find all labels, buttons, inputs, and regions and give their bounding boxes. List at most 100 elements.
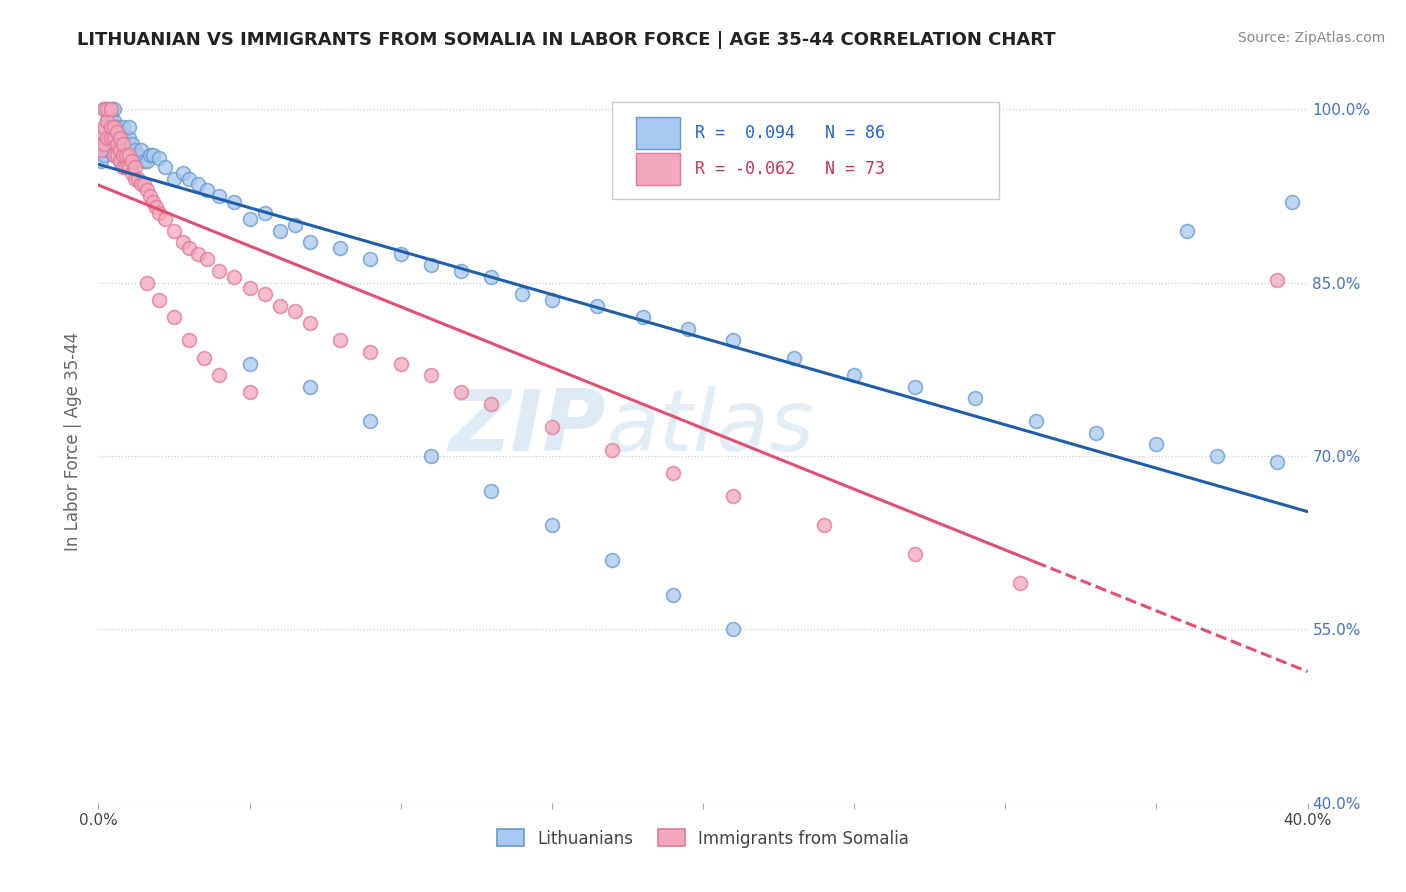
Point xyxy=(96,102,118,116)
Point xyxy=(844,368,866,382)
Point xyxy=(96,143,118,157)
Point xyxy=(96,113,118,128)
Point xyxy=(93,136,115,151)
Point xyxy=(105,131,128,145)
Point xyxy=(111,160,134,174)
Point xyxy=(224,269,246,284)
Point xyxy=(135,276,157,290)
Point xyxy=(111,120,134,134)
Point xyxy=(111,148,134,162)
Point xyxy=(100,108,122,122)
Point xyxy=(481,269,503,284)
Point xyxy=(139,189,162,203)
Point xyxy=(100,120,122,134)
Point xyxy=(129,143,152,157)
Point xyxy=(108,154,131,169)
Point xyxy=(121,136,143,151)
Point xyxy=(269,223,291,237)
Point xyxy=(93,125,115,139)
Point xyxy=(103,102,125,116)
Point xyxy=(103,113,125,128)
Point xyxy=(108,154,131,169)
Point xyxy=(114,148,136,162)
Point xyxy=(904,547,927,561)
Point xyxy=(96,131,118,145)
Point xyxy=(163,171,186,186)
Point xyxy=(108,136,131,151)
Text: LITHUANIAN VS IMMIGRANTS FROM SOMALIA IN LABOR FORCE | AGE 35-44 CORRELATION CHA: LITHUANIAN VS IMMIGRANTS FROM SOMALIA IN… xyxy=(77,31,1056,49)
Point xyxy=(132,178,155,192)
Point xyxy=(239,281,262,295)
Point xyxy=(187,246,209,260)
Point xyxy=(1267,273,1289,287)
Point xyxy=(100,102,122,116)
Point xyxy=(360,345,382,359)
Point xyxy=(329,334,352,348)
Point xyxy=(187,178,209,192)
Text: ZIP: ZIP xyxy=(449,385,606,468)
Point xyxy=(121,154,143,169)
Point xyxy=(105,143,128,157)
Point xyxy=(124,160,146,174)
Point xyxy=(389,246,412,260)
Point xyxy=(111,131,134,145)
Point xyxy=(420,368,443,382)
Point xyxy=(105,136,128,151)
Point xyxy=(124,143,146,157)
Point xyxy=(90,143,112,157)
Legend: Lithuanians, Immigrants from Somalia: Lithuanians, Immigrants from Somalia xyxy=(489,821,917,856)
Text: R = -0.062   N = 73: R = -0.062 N = 73 xyxy=(695,161,884,178)
Point xyxy=(114,148,136,162)
Point xyxy=(586,299,609,313)
Point xyxy=(1267,455,1289,469)
Point xyxy=(108,131,131,145)
FancyBboxPatch shape xyxy=(637,153,681,185)
Point xyxy=(269,299,291,313)
Point xyxy=(142,194,165,209)
Point xyxy=(253,287,276,301)
Text: atlas: atlas xyxy=(606,385,814,468)
Point xyxy=(208,368,231,382)
Point xyxy=(111,136,134,151)
Point xyxy=(1024,414,1046,428)
Point xyxy=(299,379,322,393)
Point xyxy=(108,125,131,139)
Point xyxy=(93,120,115,134)
Point xyxy=(118,120,141,134)
Point xyxy=(100,131,122,145)
Point xyxy=(96,113,118,128)
Point xyxy=(118,160,141,174)
Point xyxy=(1281,194,1303,209)
Point xyxy=(360,252,382,267)
Point xyxy=(510,287,533,301)
Point xyxy=(93,102,115,116)
Point xyxy=(208,264,231,278)
Point xyxy=(121,148,143,162)
FancyBboxPatch shape xyxy=(613,102,1000,200)
Point xyxy=(661,588,683,602)
Point xyxy=(723,623,745,637)
Point xyxy=(420,449,443,463)
Point xyxy=(96,131,118,145)
Point xyxy=(135,183,157,197)
Point xyxy=(118,143,141,157)
Point xyxy=(108,143,131,157)
Point xyxy=(1175,223,1198,237)
Point xyxy=(661,467,683,481)
Point xyxy=(148,206,170,220)
Point xyxy=(90,136,112,151)
Point xyxy=(904,379,927,393)
Point xyxy=(163,310,186,325)
Point xyxy=(299,235,322,249)
Point xyxy=(723,334,745,348)
Point xyxy=(540,420,562,434)
Point xyxy=(481,483,503,498)
Point xyxy=(179,241,201,255)
Point xyxy=(100,102,122,116)
Y-axis label: In Labor Force | Age 35-44: In Labor Force | Age 35-44 xyxy=(65,332,83,551)
Point xyxy=(127,148,149,162)
Point xyxy=(148,293,170,307)
Point xyxy=(224,194,246,209)
Point xyxy=(103,148,125,162)
Point xyxy=(145,201,167,215)
